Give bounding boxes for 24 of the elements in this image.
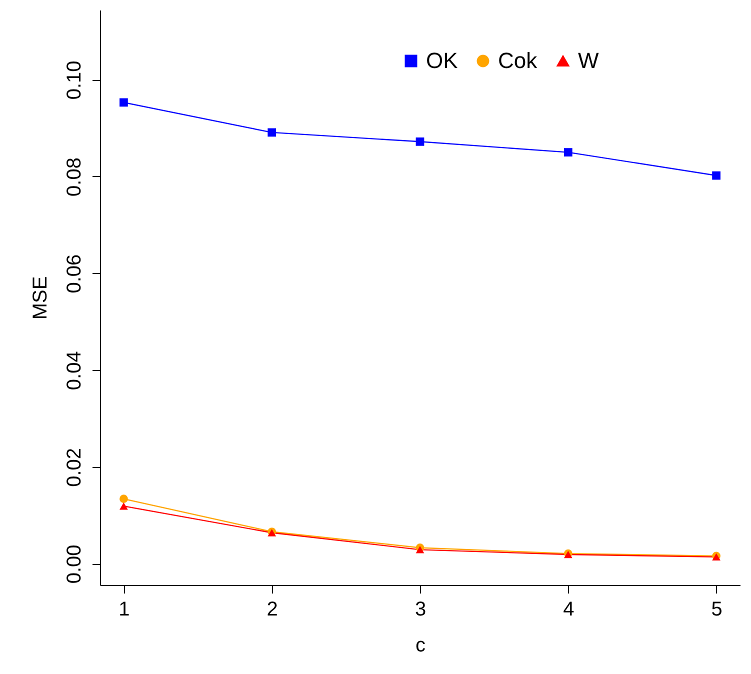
legend-label: Cok — [498, 48, 538, 73]
point — [268, 128, 276, 137]
x-tick-label: 5 — [711, 598, 722, 620]
point — [120, 98, 128, 107]
x-tick-label: 4 — [563, 598, 574, 620]
point — [416, 137, 424, 146]
point — [120, 494, 128, 504]
y-tick-label: 0.00 — [64, 544, 86, 584]
point — [564, 148, 572, 156]
point — [120, 502, 128, 510]
x-tick-label: 1 — [118, 598, 130, 620]
legend-label: OK — [426, 48, 458, 73]
y-axis-title: MSE — [30, 276, 52, 320]
x-tick-label: 2 — [266, 598, 278, 620]
x-tick-label: 3 — [414, 598, 426, 620]
point — [712, 171, 720, 180]
legend-label: W — [578, 48, 599, 73]
point — [416, 546, 424, 554]
y-tick-label: 0.02 — [64, 448, 86, 487]
y-tick-label: 0.08 — [64, 158, 86, 196]
y-tick-label: 0.10 — [64, 60, 86, 100]
y-tick-label: 0.06 — [64, 254, 86, 294]
y-tick-label: 0.04 — [64, 351, 86, 390]
x-axis-title: c — [416, 634, 426, 656]
